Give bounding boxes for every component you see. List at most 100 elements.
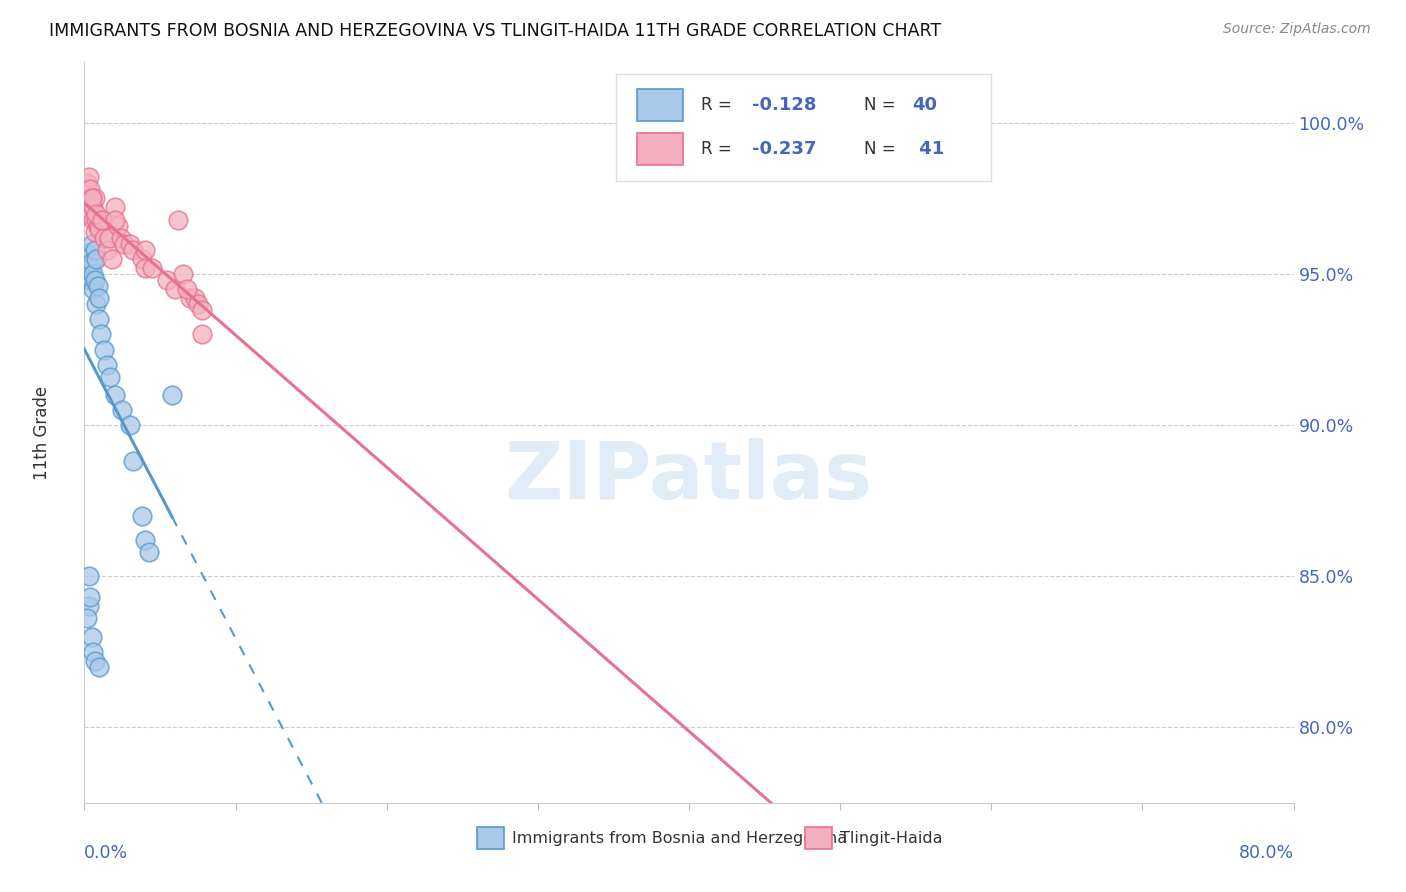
Text: 41: 41 [912, 140, 943, 158]
Point [76, 206, 98, 220]
Point [156, 273, 179, 287]
Text: N =: N = [865, 140, 901, 158]
Point [80, 191, 103, 205]
Text: 40: 40 [912, 96, 938, 114]
Text: -0.128: -0.128 [752, 96, 817, 114]
Point [104, 212, 127, 227]
Point [82, 645, 104, 659]
Point [176, 282, 198, 296]
Point [80, 630, 103, 644]
Point [80, 236, 103, 251]
Point [96, 358, 118, 372]
Point [77, 201, 100, 215]
Point [134, 260, 156, 275]
Point [97, 230, 120, 244]
Point [93, 230, 115, 244]
Point [76, 611, 98, 625]
Point [80, 255, 103, 269]
Point [191, 303, 214, 318]
Point [167, 212, 190, 227]
Point [77, 170, 100, 185]
Point [183, 291, 205, 305]
Point [79, 182, 101, 196]
Point [80, 273, 103, 287]
Point [86, 297, 108, 311]
Point [160, 388, 183, 402]
Point [84, 191, 107, 205]
Text: 80.0%: 80.0% [1239, 844, 1294, 862]
Point [121, 243, 143, 257]
Point [131, 252, 153, 266]
Point [104, 388, 127, 402]
Point [82, 282, 104, 296]
Text: R =: R = [702, 96, 737, 114]
Point [93, 343, 115, 357]
Point [118, 236, 141, 251]
Point [76, 177, 98, 191]
Point [84, 243, 107, 257]
Point [77, 569, 100, 583]
Point [80, 206, 103, 220]
FancyBboxPatch shape [637, 133, 683, 165]
Point [82, 212, 104, 227]
Text: 11th Grade: 11th Grade [32, 385, 51, 480]
Point [141, 260, 163, 275]
Point [111, 403, 134, 417]
Point [76, 267, 98, 281]
Point [79, 591, 101, 605]
Point [172, 267, 194, 281]
Point [121, 454, 143, 468]
FancyBboxPatch shape [616, 73, 991, 181]
Text: N =: N = [865, 96, 901, 114]
Point [84, 273, 107, 287]
Point [96, 243, 118, 257]
Point [77, 191, 100, 205]
FancyBboxPatch shape [637, 89, 683, 121]
Point [89, 291, 111, 305]
Point [80, 191, 103, 205]
Point [79, 260, 101, 275]
Point [84, 225, 107, 239]
Point [191, 327, 214, 342]
Text: Source: ZipAtlas.com: Source: ZipAtlas.com [1223, 22, 1371, 37]
Text: R =: R = [702, 140, 737, 158]
Point [187, 297, 209, 311]
Point [87, 219, 110, 233]
Point [118, 418, 141, 433]
Point [100, 252, 122, 266]
Point [138, 545, 160, 559]
Point [110, 230, 132, 244]
Point [89, 312, 111, 326]
Text: IMMIGRANTS FROM BOSNIA AND HERZEGOVINA VS TLINGIT-HAIDA 11TH GRADE CORRELATION C: IMMIGRANTS FROM BOSNIA AND HERZEGOVINA V… [49, 22, 942, 40]
Point [134, 243, 156, 257]
Text: Tlingit-Haida: Tlingit-Haida [841, 830, 942, 846]
Point [134, 533, 156, 547]
Text: ZIPatlas: ZIPatlas [505, 438, 873, 516]
Point [75, 245, 97, 260]
Text: Immigrants from Bosnia and Herzegovina: Immigrants from Bosnia and Herzegovina [512, 830, 848, 846]
Point [82, 201, 104, 215]
Point [112, 236, 135, 251]
Point [107, 219, 129, 233]
FancyBboxPatch shape [806, 827, 831, 849]
Point [77, 273, 100, 287]
Point [87, 279, 110, 293]
Point [77, 599, 100, 614]
Point [165, 282, 187, 296]
FancyBboxPatch shape [478, 827, 503, 849]
Text: -0.237: -0.237 [752, 140, 817, 158]
Point [179, 291, 201, 305]
Point [98, 369, 121, 384]
Point [82, 267, 104, 281]
Point [86, 212, 108, 227]
Point [79, 206, 101, 220]
Point [104, 201, 127, 215]
Point [86, 206, 108, 220]
Point [86, 252, 108, 266]
Point [131, 508, 153, 523]
Point [90, 212, 112, 227]
Point [89, 660, 111, 674]
Point [90, 327, 112, 342]
Text: 0.0%: 0.0% [84, 844, 128, 862]
Point [84, 654, 107, 668]
